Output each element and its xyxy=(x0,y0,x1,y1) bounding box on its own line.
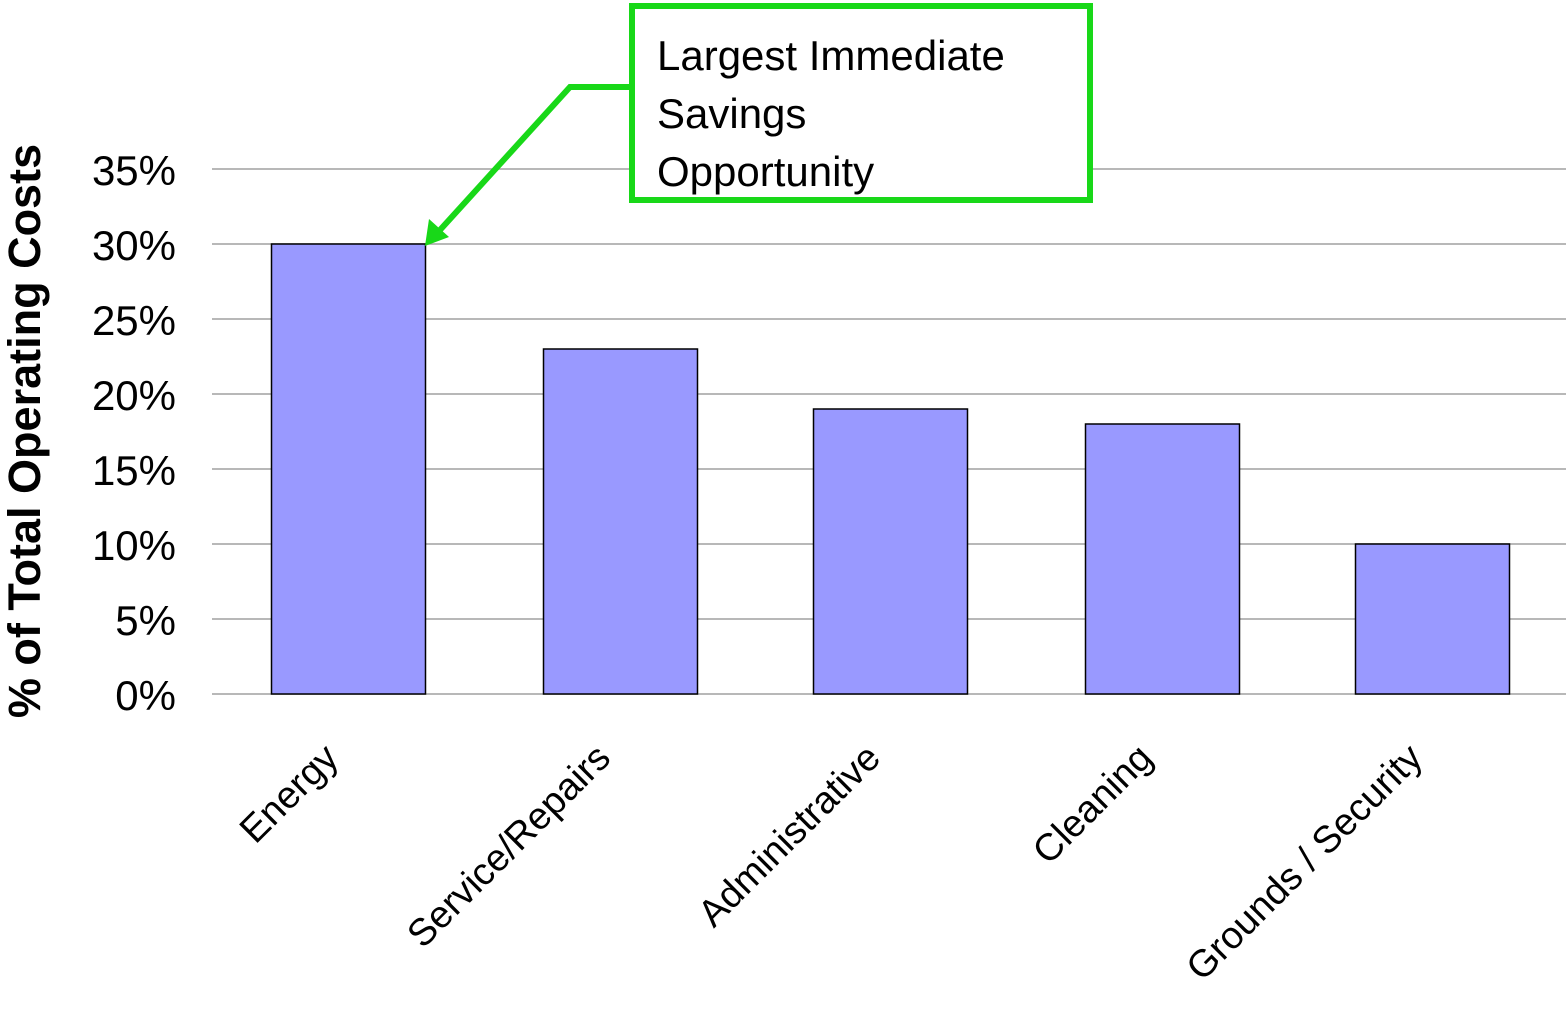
x-tick-label: Energy xyxy=(232,737,347,852)
callout-line: Savings xyxy=(657,90,807,137)
y-tick-label: 35% xyxy=(92,147,176,194)
y-tick-label: 5% xyxy=(115,597,176,644)
x-axis-ticks: Energy Service/Repairs Administrative Clean… xyxy=(232,737,1431,989)
y-tick-label: 25% xyxy=(92,297,176,344)
annotation-callout: Largest Immediate Savings Opportunity xyxy=(629,3,1093,203)
y-axis-label: % of Total Operating Costs xyxy=(0,144,50,718)
callout-line: Largest Immediate xyxy=(657,32,1005,79)
y-tick-label: 0% xyxy=(115,672,176,719)
bar-administrative xyxy=(812,408,969,695)
callout-arrow-head xyxy=(425,219,449,246)
x-tick-label: Cleaning xyxy=(1025,737,1161,873)
y-tick-label: 15% xyxy=(92,447,176,494)
x-tick-label: Grounds / Security xyxy=(1179,737,1431,989)
y-tick-label: 20% xyxy=(92,372,176,419)
callout-line: Opportunity xyxy=(657,148,875,195)
callout-arrow-line xyxy=(437,84,631,233)
y-tick-label: 10% xyxy=(92,522,176,569)
x-tick-label: Service/Repairs xyxy=(400,737,619,956)
x-tick-label: Administrative xyxy=(690,737,888,935)
y-tick-label: 30% xyxy=(92,222,176,269)
bar-energy xyxy=(270,243,427,695)
bar-grounds-security xyxy=(1354,543,1511,695)
bar-cleaning xyxy=(1084,423,1241,695)
y-axis-ticks: 0% 5% 10% 15% 20% 25% 30% 35% xyxy=(92,147,176,719)
bar-service-repairs xyxy=(542,348,699,695)
bars xyxy=(270,243,1511,695)
